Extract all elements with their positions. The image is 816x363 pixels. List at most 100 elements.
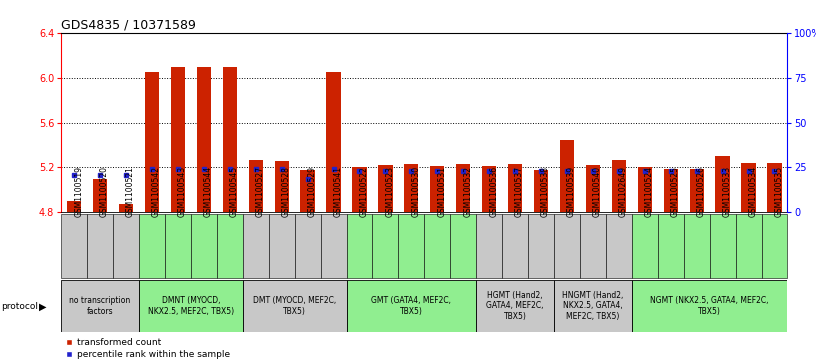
Bar	[534, 170, 548, 212]
Text: GSM1100519: GSM1100519	[74, 166, 83, 217]
Bar	[508, 164, 522, 212]
Text: GSM1100530: GSM1100530	[411, 166, 420, 217]
Text: GDS4835 / 10371589: GDS4835 / 10371589	[61, 19, 196, 32]
Bar	[430, 166, 445, 212]
Text: protocol: protocol	[1, 302, 38, 311]
Text: ▶: ▶	[39, 302, 47, 312]
Bar	[242, 214, 268, 278]
Bar	[735, 214, 761, 278]
Bar	[554, 214, 580, 278]
Text: GSM1100539: GSM1100539	[567, 166, 576, 217]
Bar	[165, 214, 191, 278]
Bar	[502, 214, 528, 278]
Bar	[300, 170, 315, 212]
Text: GSM1100540: GSM1100540	[593, 166, 602, 217]
Bar	[353, 167, 366, 212]
Text: no transcription
factors: no transcription factors	[69, 296, 131, 315]
Text: GSM1100525: GSM1100525	[671, 166, 680, 217]
Bar	[347, 214, 372, 278]
Bar	[113, 214, 139, 278]
Bar	[586, 165, 600, 212]
Bar	[191, 214, 217, 278]
Text: GSM1100523: GSM1100523	[385, 166, 394, 217]
Bar	[632, 280, 787, 332]
Text: DMNT (MYOCD,
NKX2.5, MEF2C, TBX5): DMNT (MYOCD, NKX2.5, MEF2C, TBX5)	[148, 296, 234, 315]
Bar	[477, 214, 502, 278]
Bar	[398, 214, 424, 278]
Bar	[742, 163, 756, 212]
Bar	[145, 72, 159, 212]
Bar	[87, 214, 113, 278]
Bar	[171, 68, 185, 212]
Bar	[554, 280, 632, 332]
Text: GSM1100534: GSM1100534	[748, 166, 757, 217]
Text: GSM1100520: GSM1100520	[100, 166, 109, 217]
Text: GSM1100528: GSM1100528	[282, 167, 290, 217]
Bar	[528, 214, 554, 278]
Bar	[67, 201, 82, 212]
Bar	[580, 214, 605, 278]
Bar	[684, 214, 710, 278]
Text: GSM1100542: GSM1100542	[152, 166, 161, 217]
Bar	[612, 160, 626, 212]
Bar	[61, 214, 87, 278]
Text: GSM1100537: GSM1100537	[515, 166, 524, 217]
Text: GSM1100543: GSM1100543	[178, 166, 187, 217]
Bar	[710, 214, 735, 278]
Text: GSM1100545: GSM1100545	[230, 166, 239, 217]
Text: HNGMT (Hand2,
NKX2.5, GATA4,
MEF2C, TBX5): HNGMT (Hand2, NKX2.5, GATA4, MEF2C, TBX5…	[562, 291, 623, 321]
Bar	[560, 140, 574, 212]
Bar	[482, 166, 496, 212]
Bar	[139, 214, 165, 278]
Bar	[404, 164, 419, 212]
Bar	[605, 214, 632, 278]
Bar	[637, 167, 652, 212]
Text: GSM1100538: GSM1100538	[541, 166, 550, 217]
Bar	[424, 214, 450, 278]
Text: GSM1100527: GSM1100527	[255, 166, 264, 217]
Bar	[658, 214, 684, 278]
Text: GSM1100544: GSM1100544	[204, 166, 213, 217]
Bar	[347, 280, 477, 332]
Text: GSM1100532: GSM1100532	[463, 166, 472, 217]
Text: GSM1100521: GSM1100521	[126, 167, 135, 217]
Bar	[249, 160, 263, 212]
Bar	[477, 280, 554, 332]
Bar	[61, 280, 139, 332]
Bar	[119, 204, 133, 212]
Bar	[450, 214, 477, 278]
Bar	[274, 161, 289, 212]
Text: GMT (GATA4, MEF2C,
TBX5): GMT (GATA4, MEF2C, TBX5)	[371, 296, 451, 315]
Bar	[456, 164, 470, 212]
Bar	[223, 68, 237, 212]
Legend: transformed count, percentile rank within the sample: transformed count, percentile rank withi…	[66, 338, 229, 359]
Bar	[139, 280, 242, 332]
Bar	[295, 214, 321, 278]
Bar	[242, 280, 347, 332]
Text: GSM1100526: GSM1100526	[697, 166, 706, 217]
Bar	[321, 214, 347, 278]
Text: GSM1100529: GSM1100529	[308, 166, 317, 217]
Bar	[716, 156, 730, 212]
Bar	[197, 68, 211, 212]
Text: GSM1100541: GSM1100541	[334, 166, 343, 217]
Bar	[93, 179, 107, 212]
Text: GSM1100533: GSM1100533	[723, 166, 732, 217]
Text: GSM1100522: GSM1100522	[360, 167, 369, 217]
Bar	[761, 214, 787, 278]
Text: GSM1102649: GSM1102649	[619, 166, 628, 217]
Text: NGMT (NKX2.5, GATA4, MEF2C,
TBX5): NGMT (NKX2.5, GATA4, MEF2C, TBX5)	[650, 296, 769, 315]
Text: GSM1100536: GSM1100536	[489, 166, 498, 217]
Bar	[326, 72, 340, 212]
Bar	[379, 165, 392, 212]
Text: DMT (MYOCD, MEF2C,
TBX5): DMT (MYOCD, MEF2C, TBX5)	[253, 296, 336, 315]
Text: GSM1100531: GSM1100531	[437, 166, 446, 217]
Bar	[663, 168, 678, 212]
Bar	[217, 214, 242, 278]
Bar	[632, 214, 658, 278]
Bar	[372, 214, 398, 278]
Bar	[767, 163, 782, 212]
Text: HGMT (Hand2,
GATA4, MEF2C,
TBX5): HGMT (Hand2, GATA4, MEF2C, TBX5)	[486, 291, 543, 321]
Text: GSM1100524: GSM1100524	[645, 166, 654, 217]
Bar	[268, 214, 295, 278]
